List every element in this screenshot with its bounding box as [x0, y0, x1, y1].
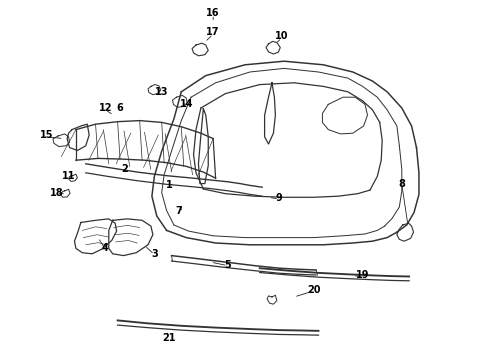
Text: 10: 10 — [275, 31, 289, 41]
Text: 21: 21 — [162, 333, 176, 343]
Text: 12: 12 — [98, 103, 112, 113]
Text: 8: 8 — [398, 179, 405, 189]
Text: 16: 16 — [206, 8, 220, 18]
Text: 1: 1 — [166, 180, 172, 190]
Text: 14: 14 — [179, 99, 193, 109]
Text: 13: 13 — [155, 87, 169, 97]
Text: 2: 2 — [122, 164, 128, 174]
Text: 5: 5 — [224, 260, 231, 270]
Text: 3: 3 — [151, 249, 158, 259]
Text: 9: 9 — [276, 193, 283, 203]
Text: 20: 20 — [307, 285, 320, 295]
Text: 11: 11 — [62, 171, 75, 181]
Text: 6: 6 — [117, 103, 123, 113]
Text: 15: 15 — [40, 130, 53, 140]
Text: 4: 4 — [102, 243, 109, 253]
Text: 7: 7 — [175, 206, 182, 216]
Text: 19: 19 — [356, 270, 369, 280]
Text: 17: 17 — [206, 27, 220, 37]
Text: 18: 18 — [49, 188, 63, 198]
